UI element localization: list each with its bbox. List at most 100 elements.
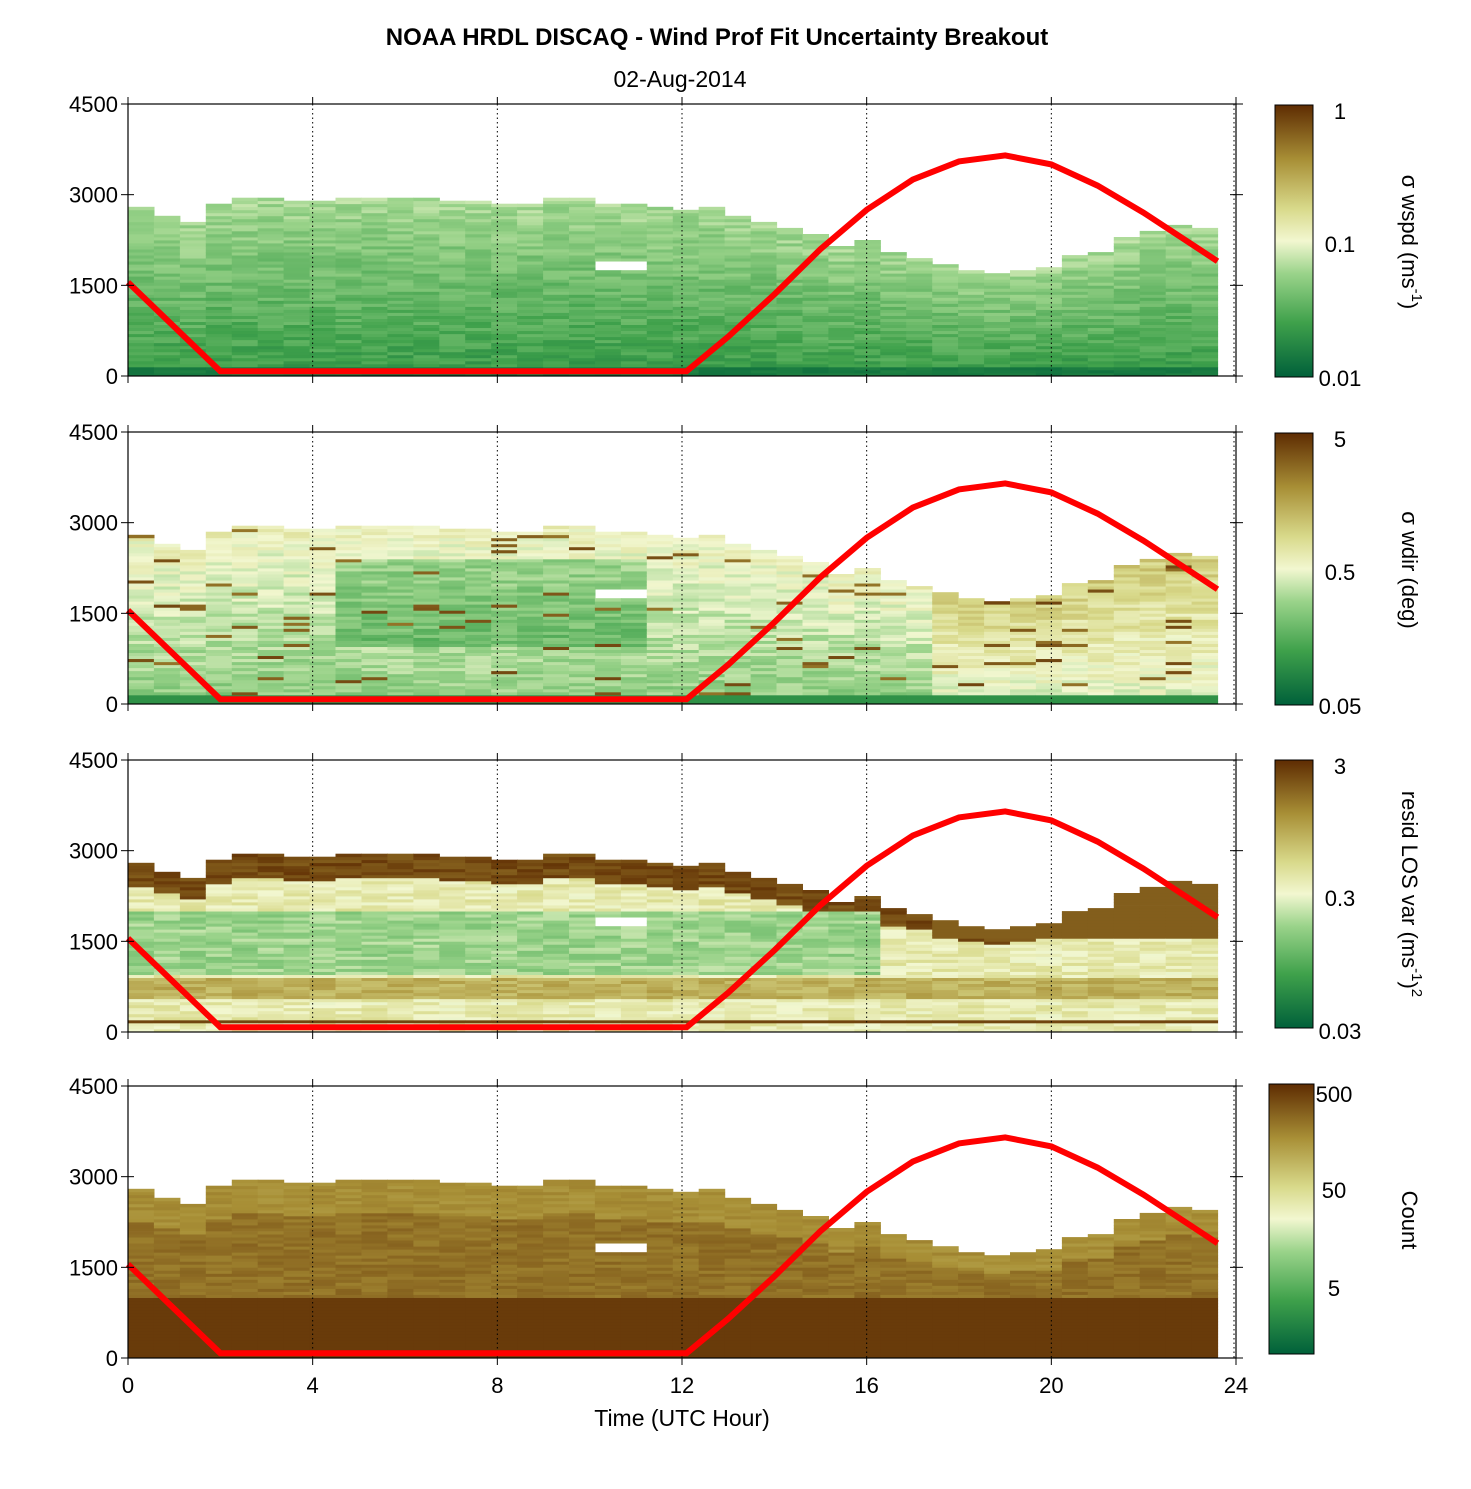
heatmap-cell: [1087, 285, 1115, 289]
heatmap-cell: [543, 270, 570, 274]
heatmap-cell: [491, 691, 518, 696]
heatmap-cell: [257, 354, 285, 359]
heatmap-cell: [231, 318, 259, 323]
heatmap-cell: [128, 345, 155, 350]
heatmap-cell: [205, 306, 233, 310]
heatmap-cell: [594, 345, 622, 350]
heatmap-cell: [750, 664, 778, 669]
heatmap-cell: [361, 252, 388, 256]
heatmap-cell: [179, 965, 207, 969]
heatmap-cell: [1165, 360, 1193, 365]
heatmap-cell: [932, 276, 959, 280]
heatmap-cell: [1010, 342, 1037, 347]
heatmap-cell: [854, 574, 881, 578]
heatmap-cell: [361, 688, 388, 693]
heatmap-cell: [958, 345, 985, 350]
heatmap-cell: [1035, 276, 1063, 280]
heatmap-cell: [283, 595, 311, 599]
heatmap-cell: [128, 908, 155, 912]
heatmap-cell: [205, 345, 233, 350]
heatmap-cell: [1061, 652, 1089, 657]
heatmap-cell: [361, 200, 388, 205]
heatmap-cell: [958, 276, 985, 280]
heatmap-cell: [1010, 643, 1037, 648]
heatmap-cell: [231, 531, 259, 536]
heatmap-cell: [491, 255, 518, 259]
heatmap-cell: [698, 342, 726, 347]
heatmap-cell: [672, 282, 700, 286]
heatmap-cell: [1165, 309, 1193, 313]
heatmap-cell: [854, 315, 881, 320]
heatmap-cell: [776, 685, 803, 690]
heatmap-cell: [439, 634, 466, 638]
heatmap-cell: [439, 300, 466, 304]
heatmap-cell: [1010, 682, 1037, 687]
heatmap-cell: [984, 607, 1011, 611]
heatmap-cell: [698, 285, 726, 289]
heatmap-cell: [1087, 333, 1115, 338]
heatmap-cell: [1113, 306, 1141, 310]
heatmap-cell: [283, 655, 311, 660]
heatmap-cell: [439, 282, 466, 286]
heatmap-cell: [569, 339, 596, 344]
heatmap-cell: [153, 595, 181, 599]
heatmap-cell: [491, 604, 518, 608]
heatmap-cell: [594, 601, 622, 605]
heatmap-cell: [309, 920, 337, 924]
heatmap-cell: [698, 294, 726, 298]
heatmap-cell: [543, 562, 570, 566]
heatmap-cell: [231, 258, 259, 262]
heatmap-cell: [335, 227, 362, 232]
heatmap-cell: [906, 294, 933, 298]
heatmap-cell: [153, 968, 181, 972]
heatmap-cell: [1165, 637, 1193, 641]
heatmap-cell: [128, 571, 155, 575]
heatmap-cell: [698, 595, 726, 599]
heatmap-cell: [465, 670, 492, 675]
heatmap-cell: [413, 562, 440, 566]
heatmap-cell: [153, 598, 181, 602]
heatmap-cell: [724, 679, 752, 684]
heatmap-cell: [880, 273, 907, 277]
heatmap-cell: [387, 679, 414, 684]
heatmap-cell: [543, 360, 570, 365]
heatmap-cell: [1165, 589, 1193, 593]
heatmap-cell: [802, 288, 829, 292]
heatmap-cell: [257, 549, 285, 554]
heatmap-cell: [205, 565, 233, 569]
heatmap-cell: [387, 234, 414, 238]
heatmap-cell: [854, 291, 881, 295]
heatmap-cell: [153, 577, 181, 581]
heatmap-cell: [335, 306, 362, 310]
heatmap-cell: [1165, 676, 1193, 681]
heatmap-cell: [828, 321, 855, 326]
heatmap-cell: [231, 616, 259, 620]
heatmap-cell: [465, 568, 492, 572]
heatmap-cell: [361, 1007, 388, 1012]
heatmap-cell: [984, 339, 1011, 344]
heatmap-cell: [257, 306, 285, 310]
heatmap-cell: [932, 264, 959, 268]
heatmap-cell: [1087, 622, 1115, 626]
heatmap-cell: [1010, 610, 1037, 614]
heatmap-cell: [828, 673, 855, 678]
heatmap-cell: [620, 336, 648, 341]
heatmap-cell: [231, 306, 259, 310]
heatmap-cell: [335, 580, 362, 584]
heatmap-cell: [620, 273, 648, 277]
heatmap-cell: [880, 336, 907, 341]
heatmap-cell: [257, 908, 285, 912]
heatmap-cell: [569, 673, 596, 678]
heatmap-cell: [128, 896, 155, 900]
heatmap-cell: [672, 562, 700, 566]
heatmap-cell: [413, 619, 440, 623]
heatmap-cell: [179, 932, 207, 936]
heatmap-cell: [1061, 309, 1089, 313]
heatmap-cell: [1139, 294, 1167, 298]
heatmap-cell: [205, 282, 233, 286]
heatmap-cell: [413, 363, 440, 368]
heatmap-cell: [309, 270, 337, 274]
heatmap-cell: [672, 339, 700, 344]
heatmap-cell: [828, 339, 855, 344]
y-tick-label: 1500: [69, 601, 118, 626]
